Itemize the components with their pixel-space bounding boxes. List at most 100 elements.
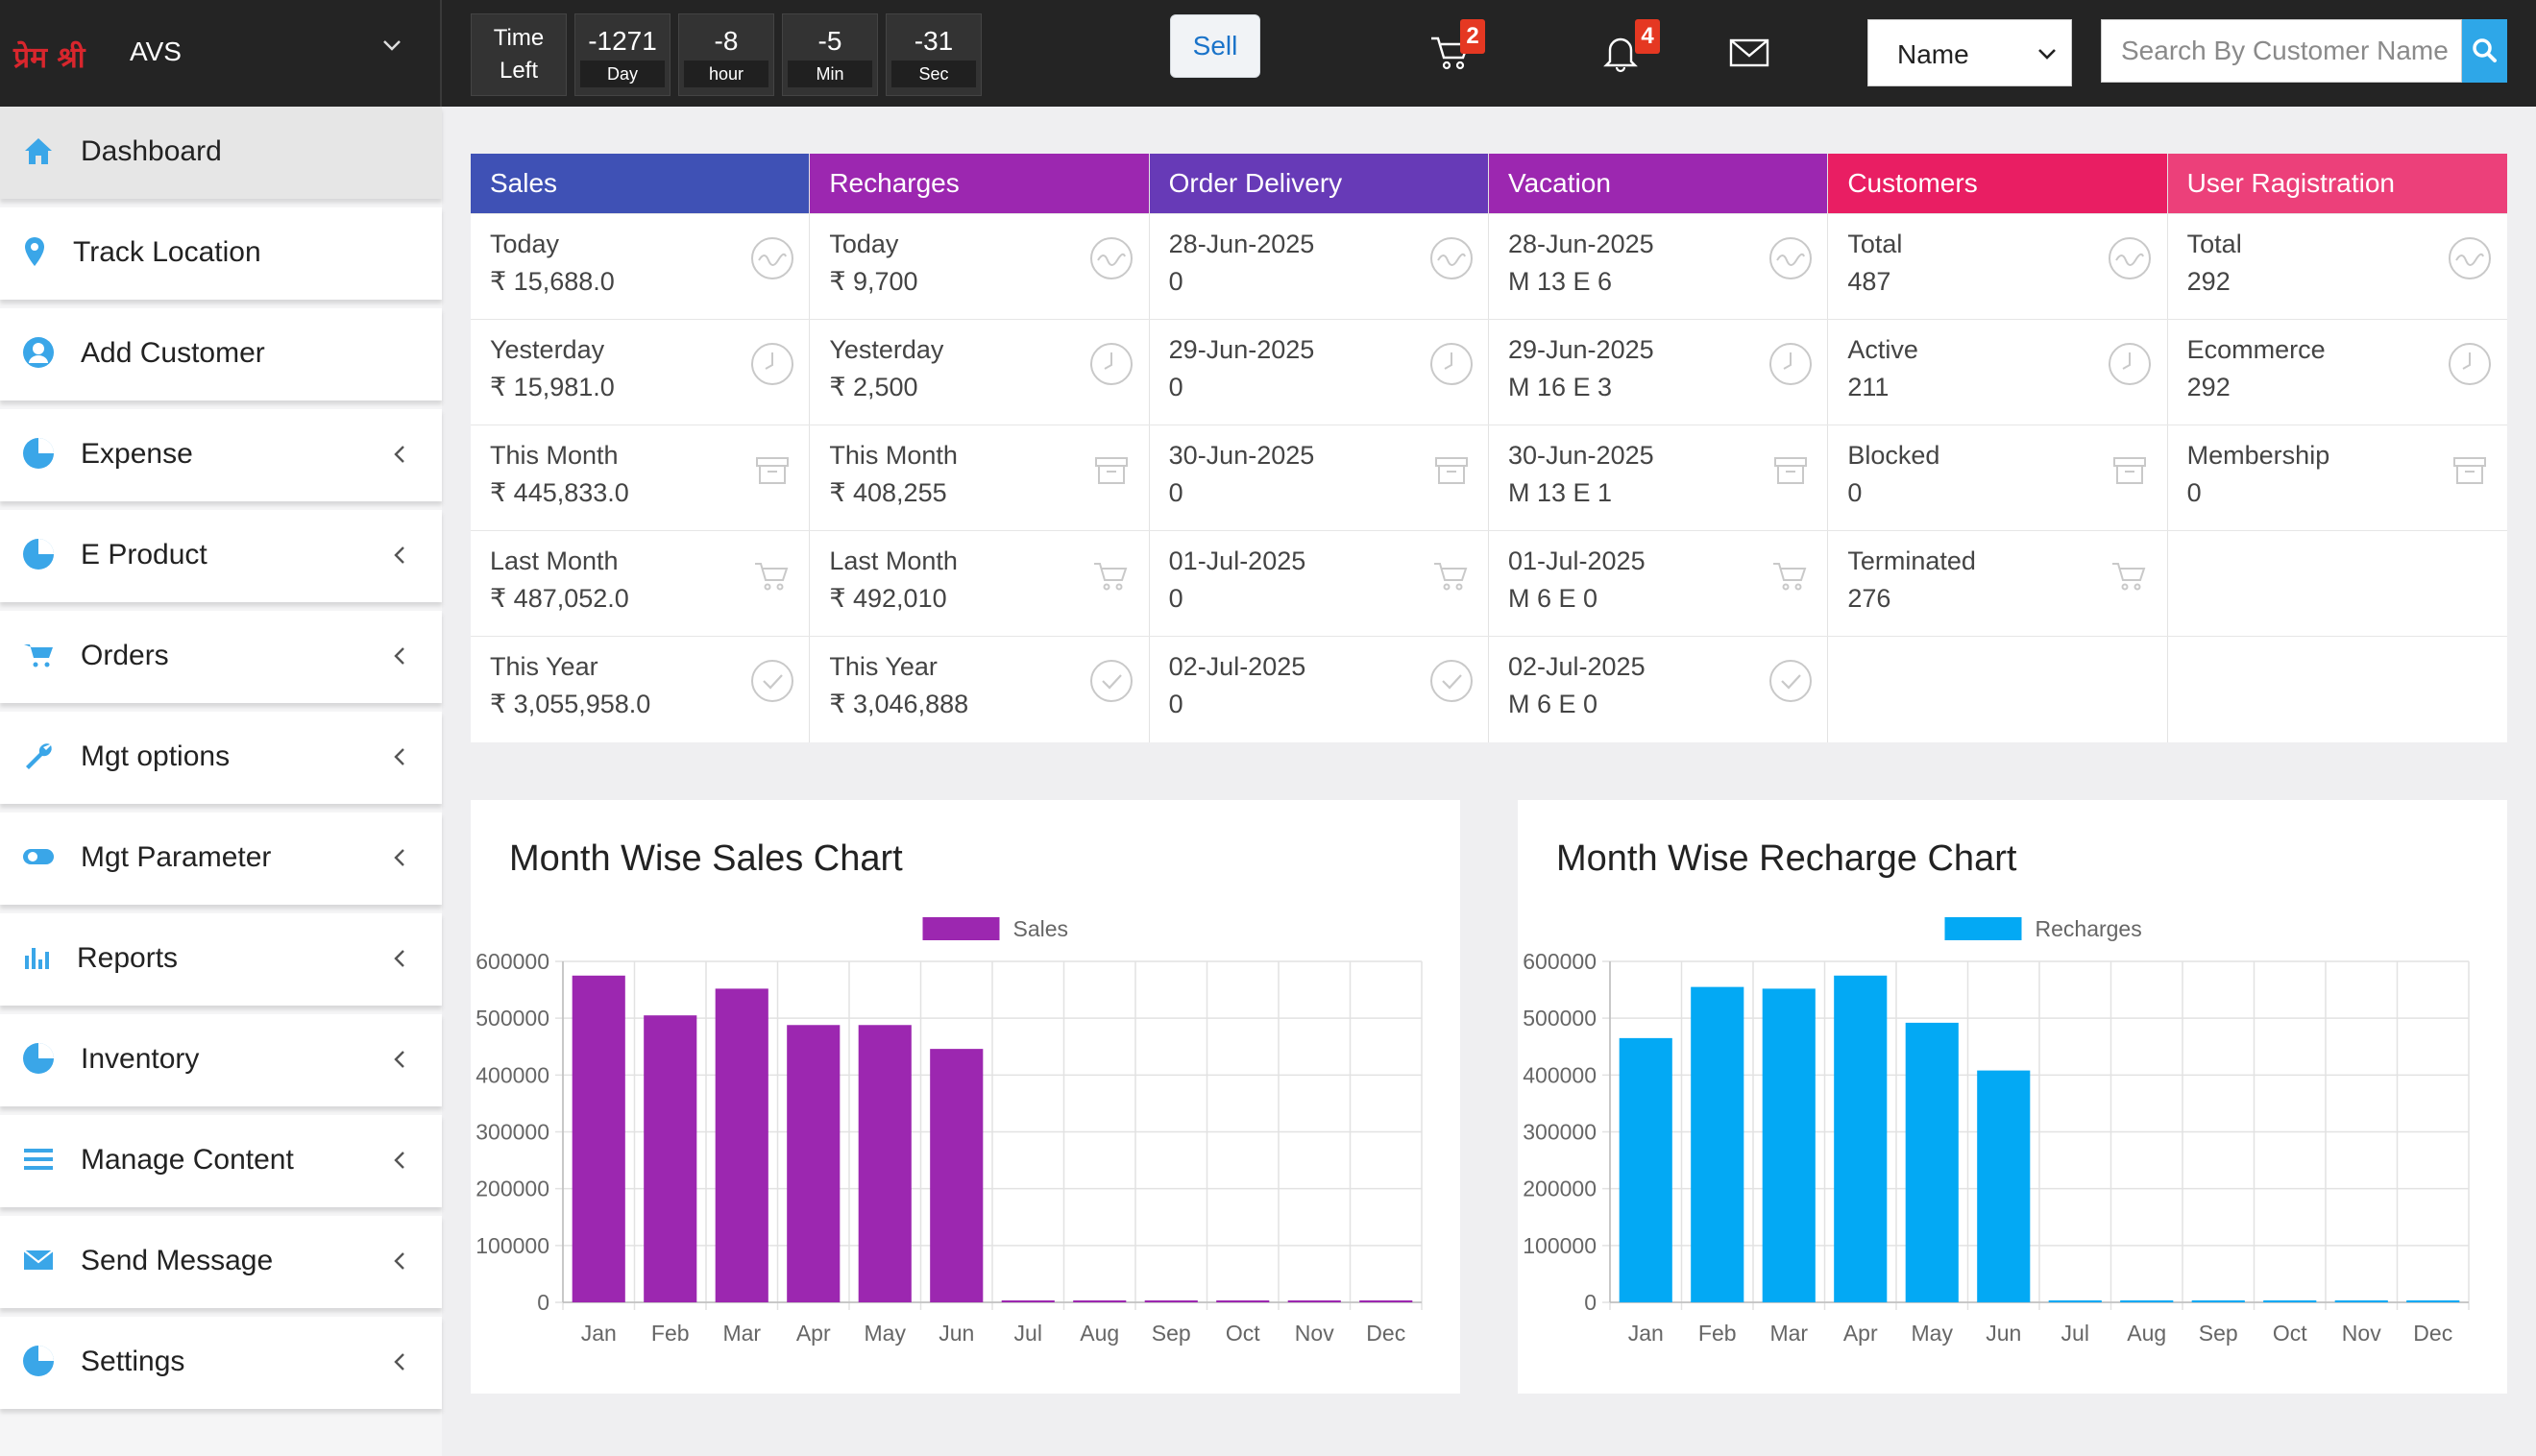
x-tick-label: Dec bbox=[2413, 1321, 2452, 1346]
sidebar-item-mgt-parameter[interactable]: Mgt Parameter bbox=[0, 813, 442, 905]
cart-icon bbox=[755, 563, 789, 591]
stats-cell: This Month ₹ 408,255 bbox=[810, 425, 1150, 529]
clock-icon bbox=[751, 343, 793, 385]
chevron-down-icon[interactable] bbox=[379, 33, 404, 58]
chevron-left-icon bbox=[394, 1051, 404, 1068]
sidebar-item-expense[interactable]: Expense bbox=[0, 409, 442, 501]
sidebar-item-mgt-options[interactable]: Mgt options bbox=[0, 712, 442, 804]
sidebar-item-inventory[interactable]: Inventory bbox=[0, 1014, 442, 1106]
stats-value: ₹ 3,055,958.0 bbox=[490, 690, 651, 718]
chevron-left-icon bbox=[394, 1353, 404, 1371]
search-icon bbox=[2473, 38, 2497, 62]
bell-icon[interactable] bbox=[1597, 29, 1645, 77]
chevron-left-icon bbox=[394, 546, 404, 564]
chart-title: Month Wise Sales Chart bbox=[509, 838, 903, 879]
sidebar-item-label: Mgt Parameter bbox=[81, 841, 272, 873]
sidebar-item-e-product[interactable]: E Product bbox=[0, 510, 442, 602]
stats-label: 29-Jun-2025 bbox=[1168, 335, 1315, 364]
bar bbox=[715, 988, 768, 1302]
search-field-select[interactable]: Name bbox=[1867, 19, 2072, 86]
stats-value: 0 bbox=[2186, 478, 2202, 507]
archive-icon bbox=[756, 457, 789, 484]
stats-cell: 30-Jun-2025 0 bbox=[1149, 425, 1489, 529]
y-tick-label: 200000 bbox=[1523, 1177, 1597, 1201]
bar bbox=[1977, 1070, 2031, 1302]
stats-cell: Ecommerce 292 bbox=[2167, 319, 2507, 424]
x-tick-label: Jul bbox=[1014, 1321, 1042, 1346]
stats-cell: This Year ₹ 3,046,888 bbox=[810, 636, 1150, 740]
x-tick-label: Feb bbox=[651, 1321, 690, 1346]
stats-value: M 16 E 3 bbox=[1508, 373, 1613, 401]
sidebar-item-dashboard[interactable]: Dashboard bbox=[0, 107, 442, 199]
brand-area[interactable]: प्रेम श्री AVS bbox=[0, 0, 442, 107]
top-bar: प्रेम श्री AVS Time Left -1271 Day -8 hour… bbox=[0, 0, 2536, 107]
check-circle-icon bbox=[1429, 660, 1473, 702]
stats-cell: Membership 0 bbox=[2167, 425, 2507, 529]
bar-chart-icon bbox=[25, 948, 49, 969]
x-tick-label: Feb bbox=[1698, 1321, 1737, 1346]
mail-icon[interactable] bbox=[1725, 29, 1773, 77]
stats-column-user-ragistration: User Ragistration Total 292 Ecommerce 292 Mem… bbox=[2167, 154, 2507, 742]
stats-value: 0 bbox=[1168, 478, 1183, 507]
y-tick-label: 0 bbox=[537, 1290, 549, 1315]
x-tick-label: Mar bbox=[722, 1321, 761, 1346]
sidebar-item-label: Manage Content bbox=[81, 1144, 294, 1176]
stats-cell: Total 292 bbox=[2167, 213, 2507, 318]
sidebar-item-send-message[interactable]: Send Message bbox=[0, 1216, 442, 1308]
sidebar-item-track-location[interactable]: Track Location bbox=[0, 207, 442, 300]
sidebar-item-orders[interactable]: Orders bbox=[0, 611, 442, 703]
stats-cell: Active 211 bbox=[1828, 319, 2168, 424]
stats-cell: 29-Jun-2025 M 16 E 3 bbox=[1489, 319, 1829, 424]
archive-icon bbox=[1434, 457, 1468, 484]
stats-label: Today bbox=[829, 230, 899, 258]
stats-value: ₹ 3,046,888 bbox=[829, 690, 969, 718]
activity-icon bbox=[1429, 237, 1473, 279]
stats-value: 0 bbox=[1168, 690, 1183, 718]
stats-column-header: User Ragistration bbox=[2167, 154, 2507, 213]
stats-cell: Total 487 bbox=[1828, 213, 2168, 318]
y-tick-label: 300000 bbox=[476, 1120, 549, 1145]
stats-value: M 13 E 6 bbox=[1508, 267, 1613, 296]
stats-cell: 29-Jun-2025 0 bbox=[1149, 319, 1489, 424]
cart-icon bbox=[1433, 563, 1468, 591]
check-circle-icon bbox=[751, 660, 793, 702]
clock-icon bbox=[1769, 343, 1812, 385]
stats-value: M 6 E 0 bbox=[1508, 584, 1598, 613]
clock-icon bbox=[2448, 343, 2491, 385]
bar bbox=[1144, 1300, 1198, 1302]
archive-icon bbox=[2113, 457, 2147, 484]
stats-label: 01-Jul-2025 bbox=[1168, 546, 1306, 575]
bar bbox=[1691, 986, 1744, 1302]
chevron-left-icon bbox=[394, 1152, 404, 1169]
bar bbox=[1001, 1300, 1055, 1302]
sell-button[interactable]: Sell bbox=[1170, 14, 1260, 78]
brand-logo: प्रेम श्री bbox=[13, 41, 85, 75]
stats-cell: 02-Jul-2025 0 bbox=[1149, 636, 1489, 740]
search-input[interactable] bbox=[2101, 19, 2462, 83]
stats-value: 292 bbox=[2186, 373, 2231, 401]
sidebar-item-settings[interactable]: Settings bbox=[0, 1317, 442, 1409]
x-tick-label: Jul bbox=[2061, 1321, 2089, 1346]
archive-icon bbox=[1774, 457, 1807, 484]
sidebar-item-add-customer[interactable]: Add Customer bbox=[0, 308, 442, 400]
stats-label: 02-Jul-2025 bbox=[1508, 652, 1646, 681]
sidebar-item-reports[interactable]: Reports bbox=[0, 913, 442, 1006]
stats-label: 01-Jul-2025 bbox=[1508, 546, 1646, 575]
stats-value: ₹ 408,255 bbox=[829, 478, 947, 507]
stats-value: ₹ 492,010 bbox=[829, 584, 947, 613]
stats-value: ₹ 15,688.0 bbox=[490, 267, 615, 296]
sidebar-item-label: Track Location bbox=[73, 236, 261, 268]
search-button[interactable] bbox=[2462, 19, 2507, 83]
stats-cell: 28-Jun-2025 0 bbox=[1149, 213, 1489, 318]
sales-chart: 0 100000 200000 300000 400000 500000 600000 Jan… bbox=[476, 916, 1423, 1346]
stats-label: Ecommerce bbox=[2186, 335, 2326, 364]
sidebar-item-label: Dashboard bbox=[81, 135, 222, 167]
home-icon bbox=[25, 138, 52, 164]
sidebar-item-label: E Product bbox=[81, 539, 207, 570]
cart-icon bbox=[1773, 563, 1807, 591]
chevron-left-icon bbox=[394, 647, 404, 665]
sidebar-item-manage-content[interactable]: Manage Content bbox=[0, 1115, 442, 1207]
bar bbox=[1073, 1300, 1127, 1302]
activity-icon bbox=[1090, 237, 1134, 279]
activity-icon bbox=[751, 237, 793, 279]
